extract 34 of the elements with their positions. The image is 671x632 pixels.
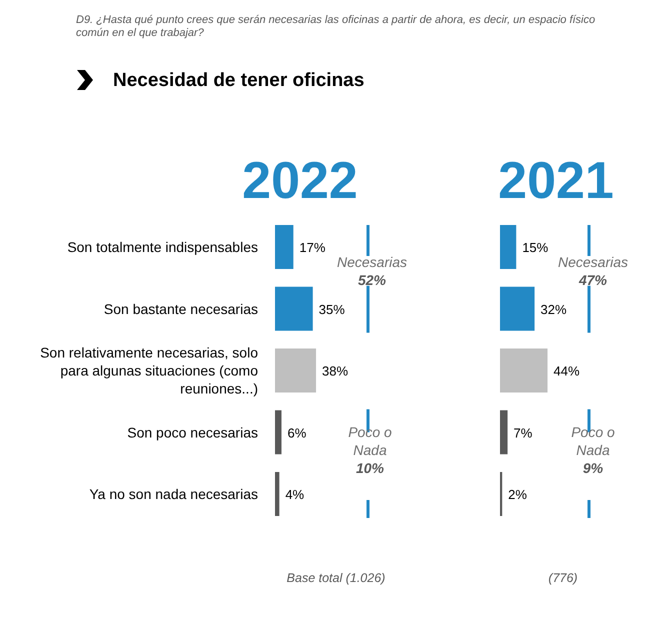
text: Poco o Nada 10%	[348, 424, 392, 476]
text: Base total (1.026)	[286, 571, 386, 585]
text: Poco o Nada 9%	[571, 424, 616, 476]
text: Necesarias 52%	[336, 254, 408, 288]
data-label: 32%	[540, 302, 568, 317]
data-label: 35%	[318, 302, 346, 317]
bar	[275, 286, 313, 331]
data-label: 17%	[299, 240, 326, 255]
text: D9. ¿Hasta qué punto crees que serán necesarias las oficinas a partir de ahora, es decir, un espacio físico común en el que trabajar?	[76, 14, 596, 39]
y-tick-label: Son relativamente necesarias, solo para algunas situaciones (como reuniones...)	[40, 344, 258, 396]
bar	[275, 225, 294, 269]
bar	[275, 472, 280, 516]
bar	[500, 225, 516, 269]
bar	[500, 410, 508, 454]
text: Necesarias 47%	[558, 254, 628, 288]
data-label: 7%	[514, 425, 533, 440]
bar	[275, 410, 282, 454]
data-label: 4%	[285, 487, 305, 502]
text: (776)	[548, 571, 578, 585]
data-label: 44%	[554, 364, 580, 378]
bar	[500, 348, 548, 392]
data-label: 2%	[508, 487, 528, 502]
y-tick-label: Son poco necesarias	[127, 424, 258, 440]
y-tick-label: Son totalmente indispensables	[67, 239, 258, 255]
data-label: 15%	[522, 240, 549, 255]
bar	[275, 348, 316, 392]
bar	[500, 286, 535, 331]
chart-title: 2021	[498, 152, 614, 210]
y-tick-label: Ya no son nada necesarias	[89, 486, 258, 502]
data-label: 6%	[287, 425, 307, 440]
chart-title: 2022	[242, 152, 358, 210]
y-tick-label: Son bastante necesarias	[104, 300, 258, 317]
data-label: 38%	[322, 364, 348, 378]
text: Necesidad de tener oficinas	[113, 70, 364, 91]
